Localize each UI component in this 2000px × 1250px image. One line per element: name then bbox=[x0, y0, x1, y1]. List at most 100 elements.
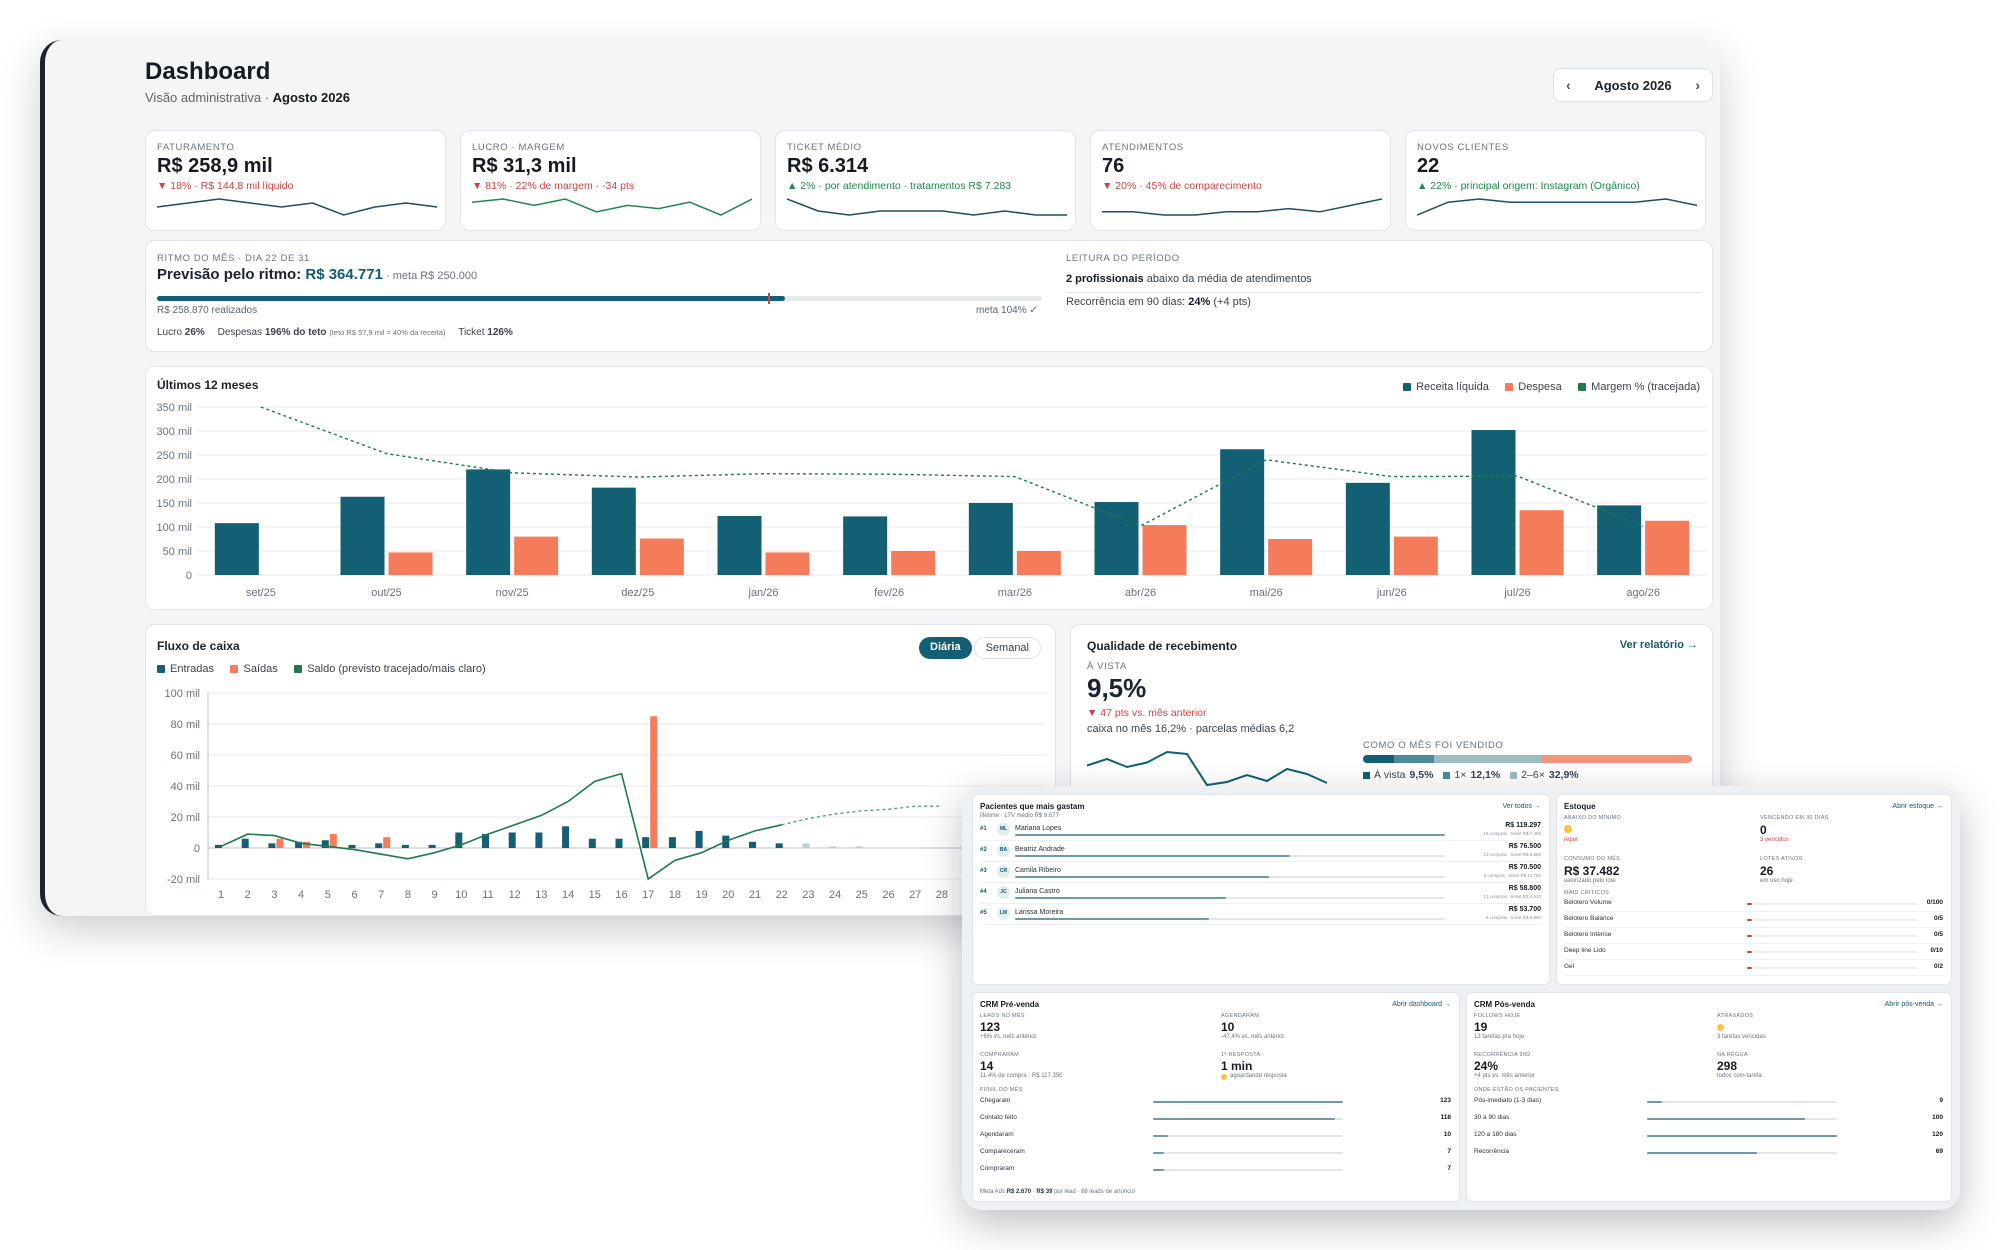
below-min-label: ABAIXO DO MÍNIMO bbox=[1564, 815, 1622, 821]
stock-item-fill bbox=[1747, 935, 1753, 937]
clock-icon bbox=[1221, 1074, 1227, 1080]
x-tick-label: 3 bbox=[271, 889, 277, 901]
legend-margin-swatch bbox=[1578, 383, 1587, 391]
chevron-right-icon[interactable]: › bbox=[1695, 77, 1700, 93]
month-picker[interactable]: ‹ Agosto 2026 › bbox=[1553, 68, 1713, 102]
legend-inflows-swatch bbox=[157, 665, 165, 673]
tab-weekly[interactable]: Semanal bbox=[973, 637, 1041, 659]
x-tick-label: dez/25 bbox=[621, 587, 654, 599]
bar-expense bbox=[514, 536, 559, 575]
stock-item-name[interactable]: Belotero Intense bbox=[1564, 931, 1612, 938]
kpi-sparkline-line bbox=[157, 198, 437, 216]
bar-revenue bbox=[1220, 449, 1265, 575]
patient-name[interactable]: Juliana Castro bbox=[1015, 888, 1060, 895]
open-stock-link[interactable]: Abrir estoque → bbox=[1892, 803, 1943, 810]
stock-item-fill bbox=[1747, 951, 1753, 953]
y-tick-label: -20 mil bbox=[167, 874, 200, 886]
patient-group-value: 69 bbox=[1935, 1148, 1943, 1155]
bar-revenue bbox=[717, 515, 762, 575]
patient-name[interactable]: Beatriz Andrade bbox=[1015, 846, 1065, 853]
late-note: 3 tarefas vencidas bbox=[1717, 1034, 1766, 1040]
y-tick-label: 0 bbox=[194, 843, 200, 855]
bar-inflow bbox=[749, 841, 756, 848]
bar-revenue bbox=[1094, 502, 1139, 575]
y-tick-label: 20 mil bbox=[171, 812, 200, 824]
alert-icon bbox=[1717, 1024, 1724, 1031]
response-label: 1ª RESPOSTA bbox=[1221, 1052, 1261, 1058]
row-divider bbox=[980, 882, 1542, 883]
patient-group-fill bbox=[1647, 1101, 1663, 1103]
patient-group-name: 120 a 180 dias bbox=[1474, 1131, 1517, 1138]
stock-item-name[interactable]: Gel bbox=[1564, 963, 1575, 970]
chevron-left-icon[interactable]: ‹ bbox=[1566, 77, 1571, 93]
row-divider bbox=[980, 903, 1542, 904]
row-divider bbox=[1564, 927, 1944, 928]
funnel-step-value: 10 bbox=[1443, 1131, 1451, 1138]
stock-item-value: 0/5 bbox=[1933, 915, 1943, 922]
tab-daily[interactable]: Diária bbox=[919, 637, 972, 659]
legend-outflows-swatch bbox=[230, 665, 239, 673]
patient-bar-track bbox=[1015, 855, 1445, 857]
stock-item-value: 0/2 bbox=[1933, 963, 1943, 970]
x-tick-label: 15 bbox=[589, 889, 601, 901]
x-tick-label: jul/26 bbox=[1503, 587, 1530, 599]
patient-group-name: 30 a 90 dias bbox=[1474, 1114, 1510, 1121]
late-label: ATRASADOS bbox=[1717, 1013, 1754, 1019]
kpi-sparkline bbox=[787, 198, 1067, 216]
patient-avatar: LM bbox=[997, 907, 1010, 920]
sales-mix-swatch bbox=[1443, 771, 1451, 779]
patient-rank: #1 bbox=[980, 826, 987, 832]
sched-value: 10 bbox=[1221, 1020, 1235, 1034]
x-tick-label: 25 bbox=[856, 889, 868, 901]
row-divider bbox=[1564, 959, 1944, 960]
patient-name[interactable]: Mariana Lopes bbox=[1015, 825, 1062, 832]
open-dashboard-link[interactable]: Abrir dashboard → bbox=[1392, 1001, 1451, 1008]
funnel-step-name: Agendaram bbox=[980, 1131, 1014, 1138]
open-post-sale-link[interactable]: Abrir pós-venda → bbox=[1884, 1001, 1943, 1008]
y-tick-label: 100 mil bbox=[165, 688, 200, 700]
lots-note: em uso hoje bbox=[1760, 878, 1793, 884]
kpi-label: NOVOS CLIENTES bbox=[1417, 142, 1509, 153]
forecast-line: Previsão pelo ritmo: R$ 364.771 · meta R… bbox=[157, 266, 478, 283]
x-tick-label: jun/26 bbox=[1376, 587, 1407, 599]
stock-item-name[interactable]: Belotero Volume bbox=[1564, 899, 1612, 906]
reading-line-1: 2 profissionais abaixo da média de atend… bbox=[1066, 273, 1312, 285]
overlay-window: Pacientes que mais gastam lifetime · LTV… bbox=[962, 786, 1960, 1210]
top-patients-title: Pacientes que mais gastam bbox=[980, 802, 1085, 811]
crm-pre-sale-card: CRM Pré-venda Abrir dashboard → LEADS NO… bbox=[972, 992, 1460, 1202]
realized-text: R$ 258.870 realizados bbox=[157, 305, 258, 316]
y-tick-label: 80 mil bbox=[171, 719, 200, 731]
stock-item-name[interactable]: Belotero Balance bbox=[1564, 915, 1614, 922]
x-tick-label: 11 bbox=[482, 889, 493, 901]
x-tick-label: mai/26 bbox=[1250, 587, 1283, 599]
bar-inflow bbox=[295, 841, 303, 848]
see-all-link[interactable]: Ver todos → bbox=[1502, 803, 1541, 810]
patient-group-fill bbox=[1647, 1135, 1837, 1137]
funnel-step-fill bbox=[1153, 1101, 1343, 1103]
sold-label: COMO O MÊS FOI VENDIDO bbox=[1363, 740, 1504, 751]
quality-report-link[interactable]: Ver relatório → bbox=[1619, 639, 1698, 651]
cashflow-title: Fluxo de caixa bbox=[157, 639, 240, 653]
stock-item-track bbox=[1747, 935, 1917, 937]
x-tick-label: mar/26 bbox=[998, 587, 1032, 599]
x-tick-label: 6 bbox=[351, 889, 357, 901]
patient-name[interactable]: Camila Ribeiro bbox=[1015, 867, 1061, 874]
bar-inflow bbox=[482, 834, 489, 848]
bar-inflow bbox=[508, 832, 516, 848]
x-tick-label: 13 bbox=[535, 889, 547, 901]
follows-label: FOLLOWS HOJE bbox=[1474, 1013, 1521, 1019]
expiring-value: 0 bbox=[1760, 823, 1767, 837]
stock-item-name[interactable]: Deep line Lido bbox=[1564, 947, 1606, 954]
last12-legend: Receita líquida Despesa Margem % (tracej… bbox=[1391, 378, 1700, 396]
bar-inflow bbox=[668, 837, 676, 848]
x-tick-label: 28 bbox=[936, 889, 948, 901]
patient-group-value: 100 bbox=[1932, 1114, 1943, 1121]
x-tick-label: 2 bbox=[245, 889, 251, 901]
x-tick-label: 18 bbox=[669, 889, 681, 901]
sales-mix-segment bbox=[1363, 755, 1395, 763]
stock-item-track bbox=[1747, 967, 1917, 969]
bar-revenue bbox=[843, 516, 888, 575]
x-tick-label: nov/25 bbox=[496, 587, 529, 599]
quality-title: Qualidade de recebimento bbox=[1087, 639, 1238, 653]
patient-name[interactable]: Larissa Moreira bbox=[1015, 909, 1064, 916]
